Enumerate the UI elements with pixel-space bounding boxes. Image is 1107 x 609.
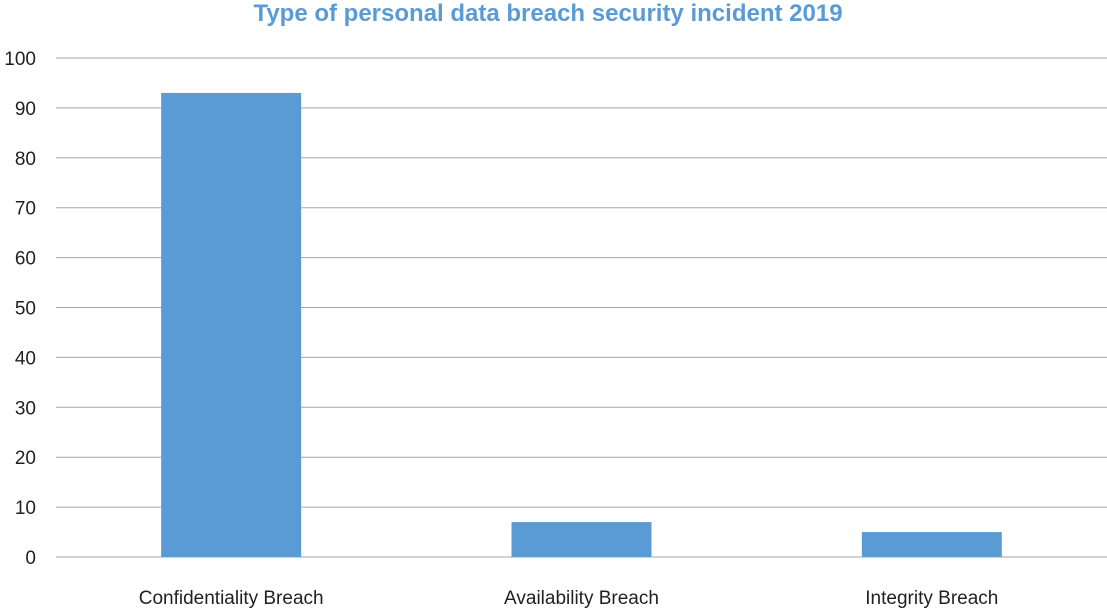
- bars: [161, 92, 1002, 558]
- y-tick-label: 10: [15, 498, 36, 519]
- bar-integrity-breach: [861, 532, 1002, 557]
- y-tick-label: 90: [15, 99, 36, 120]
- y-tick-label: 30: [15, 398, 36, 419]
- x-category-label: Confidentiality Breach: [139, 588, 324, 609]
- bar-availability-breach: [511, 522, 652, 557]
- y-axis-tick-labels: 0 10 20 30 40 50 60 70 80 90 100: [4, 49, 36, 569]
- y-tick-label: 80: [15, 149, 36, 170]
- y-tick-label: 0: [25, 548, 36, 569]
- x-category-label: Integrity Breach: [865, 588, 998, 609]
- y-tick-label: 40: [15, 348, 36, 369]
- y-tick-label: 100: [4, 49, 36, 70]
- y-tick-label: 60: [15, 249, 36, 270]
- bar-confidentiality-breach: [161, 92, 302, 558]
- x-axis-category-labels: Confidentiality Breach Availability Breac…: [139, 588, 999, 609]
- y-tick-label: 20: [15, 448, 36, 469]
- y-tick-label: 70: [15, 199, 36, 220]
- y-tick-label: 50: [15, 299, 36, 320]
- chart-title: Type of personal data breach security in…: [253, 0, 842, 27]
- x-category-label: Availability Breach: [504, 588, 659, 609]
